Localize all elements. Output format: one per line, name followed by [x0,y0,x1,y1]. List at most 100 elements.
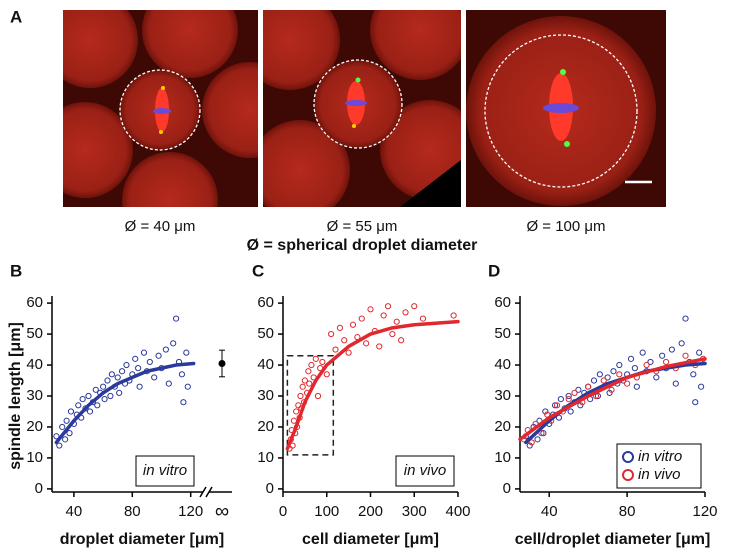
data-point [306,380,313,387]
data-point [398,337,405,344]
data-point [336,324,343,331]
data-point [639,349,646,356]
data-point [104,377,111,384]
y-tick-label: 20 [257,418,274,435]
data-point [542,408,549,415]
data-point [349,321,357,328]
data-point [358,315,365,322]
data-point [363,340,370,347]
x-tick-label: 120 [178,503,203,520]
image-caption: Ø = 40 μm [125,218,196,235]
data-point [608,386,615,393]
annotation-box [395,455,455,487]
data-point [297,392,304,400]
data-point [118,368,126,375]
x-tick-label: 80 [124,503,141,520]
data-point [594,392,601,400]
y-tick-label: 60 [257,294,274,311]
data-point [63,417,70,424]
data-point [140,349,148,356]
x-tick-label: 300 [402,503,427,520]
legend-label: in vitro [638,448,682,465]
data-point [293,408,300,415]
annotation-box [135,455,195,487]
data-point [107,392,114,400]
data-point [411,303,418,310]
data-point [653,374,660,381]
data-point [565,392,572,400]
data-point [301,377,308,384]
data-point [180,399,187,406]
y-tick-label: 40 [257,356,274,373]
data-point [323,371,330,378]
y-tick-label: 30 [26,387,43,404]
data-point [590,377,598,384]
data-point [682,352,689,359]
data-point [450,312,457,319]
data-point [557,395,564,403]
fit-line [285,319,460,451]
data-point [59,423,66,431]
y-axis-label: spindle length [μm] [7,322,24,470]
highlight-box [286,354,335,456]
data-point [534,436,541,443]
data-point [633,383,640,390]
data-point [668,346,675,353]
data-point [526,442,533,449]
data-point [678,340,685,347]
legend-label: in vivo [638,466,681,483]
x-tick-label: 40 [541,503,558,520]
data-point [308,361,315,369]
image-note: Ø = spherical droplet diameter [247,237,478,254]
x-axis-label: cell/droplet diameter [μm] [515,531,711,548]
data-point [146,358,153,366]
image-caption: Ø = 100 μm [526,218,605,235]
data-point [135,365,142,372]
data-point [624,380,631,387]
y-tick-label: 30 [494,387,511,404]
y-tick-label: 10 [494,449,511,466]
y-tick-label: 40 [494,356,511,373]
legend-box [616,443,702,489]
data-point [100,383,107,390]
data-point [67,408,75,415]
data-point [290,417,298,424]
data-point [538,430,545,437]
data-point [384,303,392,310]
data-point [389,330,396,338]
micrograph [63,10,258,207]
data-point [108,371,115,378]
data-point [662,358,670,366]
data-point [692,399,699,406]
x-tick-label: 80 [619,503,636,520]
data-point [627,355,635,362]
data-point [319,358,326,366]
data-point [551,402,559,409]
fit-line [524,361,707,445]
data-point [328,330,335,338]
x-tick-label: 400 [445,503,470,520]
data-point [66,430,73,437]
panel-label: C [252,261,264,280]
data-point [123,361,130,369]
image-caption: Ø = 55 μm [327,218,398,235]
data-point [643,361,650,369]
data-point [596,371,603,378]
data-point [151,374,158,381]
annotation: in vivo [404,462,447,479]
y-tick-label: 10 [257,449,274,466]
data-point [690,371,697,378]
data-point [332,346,339,353]
data-point [312,355,319,362]
micrograph [466,10,666,207]
y-tick-label: 50 [257,325,274,342]
data-point [698,383,705,390]
y-tick-label: 60 [26,294,43,311]
x-tick-label: 200 [358,503,383,520]
data-point [367,306,374,313]
data-point [56,442,63,449]
data-point [528,439,535,446]
panel-label: B [10,261,22,280]
data-point [341,337,348,344]
